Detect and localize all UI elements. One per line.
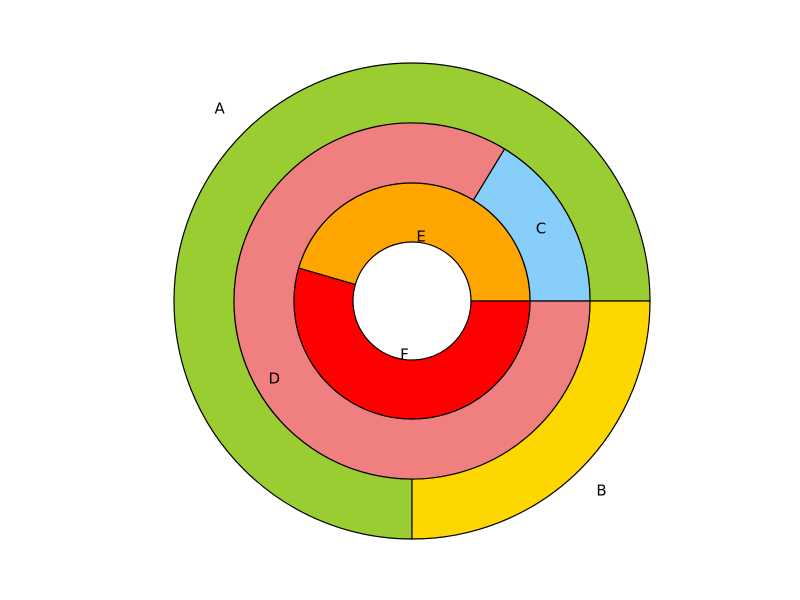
wedge-e bbox=[297, 182, 531, 302]
wedge-label-e: E bbox=[416, 228, 425, 246]
wedge-label-a: A bbox=[215, 100, 226, 118]
rings-layer bbox=[173, 62, 651, 540]
wedge-label-c: C bbox=[536, 219, 546, 237]
labels-layer: A B C D E F bbox=[215, 100, 607, 500]
wedge-label-d: D bbox=[268, 369, 280, 387]
wedge-label-f: F bbox=[400, 345, 409, 363]
wedge-f bbox=[293, 267, 531, 420]
wedge-label-b: B bbox=[596, 482, 606, 500]
